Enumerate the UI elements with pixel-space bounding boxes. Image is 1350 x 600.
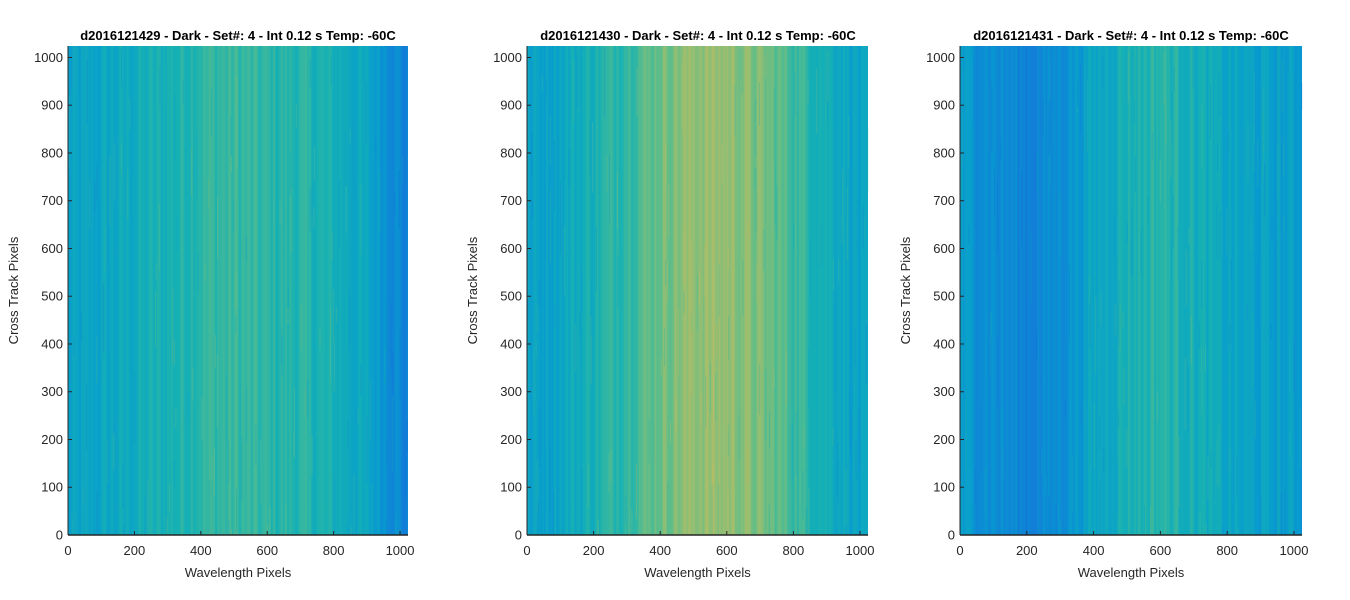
heatmap-panel-3: 0 100 200 300 400 500 600 700 800 900 1000 0 200 400 6… — [898, 28, 1308, 580]
heatmap-panel-1: 0 100 200 300 400 500 600 700 800 900 1000 0 200 400 6… — [6, 28, 414, 580]
y-tick-label: 100 — [41, 480, 63, 495]
y-tick-label: 300 — [500, 384, 522, 399]
y-tick-label: 900 — [41, 98, 63, 113]
y-tick-label: 400 — [41, 336, 63, 351]
y-tick-label: 800 — [933, 145, 955, 160]
x-tick-label: 1000 — [846, 543, 875, 558]
y-tick-label: 800 — [41, 145, 63, 160]
x-tick-label: 1000 — [1280, 543, 1309, 558]
heatmap-image — [68, 46, 408, 535]
x-tick-label: 600 — [256, 543, 278, 558]
y-tick-label: 700 — [933, 193, 955, 208]
x-tick-label: 200 — [583, 543, 605, 558]
x-tick-label: 0 — [956, 543, 963, 558]
heatmap-image — [527, 46, 868, 535]
x-tick-label: 200 — [124, 543, 146, 558]
y-tick-label: 1000 — [493, 50, 522, 65]
y-tick-label: 600 — [500, 241, 522, 256]
y-tick-label: 300 — [933, 384, 955, 399]
x-tick-label: 800 — [323, 543, 345, 558]
y-axis-label: Cross Track Pixels — [898, 236, 913, 344]
y-tick-label: 100 — [933, 480, 955, 495]
x-tick-label: 800 — [1216, 543, 1238, 558]
y-tick-label: 800 — [500, 145, 522, 160]
y-tick-label: 500 — [933, 289, 955, 304]
heatmap-noise — [527, 46, 869, 535]
chart-title: d2016121429 - Dark - Set#: 4 - Int 0.12 … — [80, 28, 396, 43]
x-tick-label: 0 — [64, 543, 71, 558]
x-tick-label: 600 — [1150, 543, 1172, 558]
x-tick-label: 400 — [1083, 543, 1105, 558]
x-tick-label: 400 — [649, 543, 671, 558]
y-tick-label: 600 — [933, 241, 955, 256]
y-tick-label: 300 — [41, 384, 63, 399]
y-axis-label: Cross Track Pixels — [6, 236, 21, 344]
x-tick-label: 200 — [1016, 543, 1038, 558]
x-tick-label: 600 — [716, 543, 738, 558]
y-tick-label: 100 — [500, 480, 522, 495]
x-axis-label: Wavelength Pixels — [1078, 565, 1185, 580]
y-tick-label: 1000 — [926, 50, 955, 65]
y-tick-label: 200 — [41, 432, 63, 447]
x-axis-label: Wavelength Pixels — [185, 565, 292, 580]
x-tick-label: 800 — [783, 543, 805, 558]
y-tick-label: 200 — [933, 432, 955, 447]
x-tick-label: 1000 — [386, 543, 415, 558]
y-tick-label: 400 — [500, 336, 522, 351]
y-tick-label: 0 — [515, 528, 522, 543]
y-tick-label: 500 — [41, 289, 63, 304]
y-tick-label: 900 — [500, 98, 522, 113]
y-tick-label: 700 — [500, 193, 522, 208]
y-tick-label: 200 — [500, 432, 522, 447]
heatmap-noise — [960, 46, 1303, 535]
chart-title: d2016121430 - Dark - Set#: 4 - Int 0.12 … — [540, 28, 856, 43]
y-tick-label: 400 — [933, 336, 955, 351]
x-axis-label: Wavelength Pixels — [644, 565, 751, 580]
y-tick-label: 0 — [56, 528, 63, 543]
y-tick-label: 900 — [933, 98, 955, 113]
heatmap-image — [960, 46, 1302, 535]
y-tick-label: 700 — [41, 193, 63, 208]
heatmap-panel-2: 0 100 200 300 400 500 600 700 800 900 1000 0 200 400 6… — [465, 28, 874, 580]
y-tick-label: 500 — [500, 289, 522, 304]
x-tick-label: 0 — [523, 543, 530, 558]
chart-title: d2016121431 - Dark - Set#: 4 - Int 0.12 … — [973, 28, 1289, 43]
y-tick-label: 600 — [41, 241, 63, 256]
heatmap-noise — [69, 47, 408, 535]
y-axis-label: Cross Track Pixels — [465, 236, 480, 344]
y-tick-label: 1000 — [34, 50, 63, 65]
x-tick-label: 400 — [190, 543, 212, 558]
y-tick-label: 0 — [948, 528, 955, 543]
